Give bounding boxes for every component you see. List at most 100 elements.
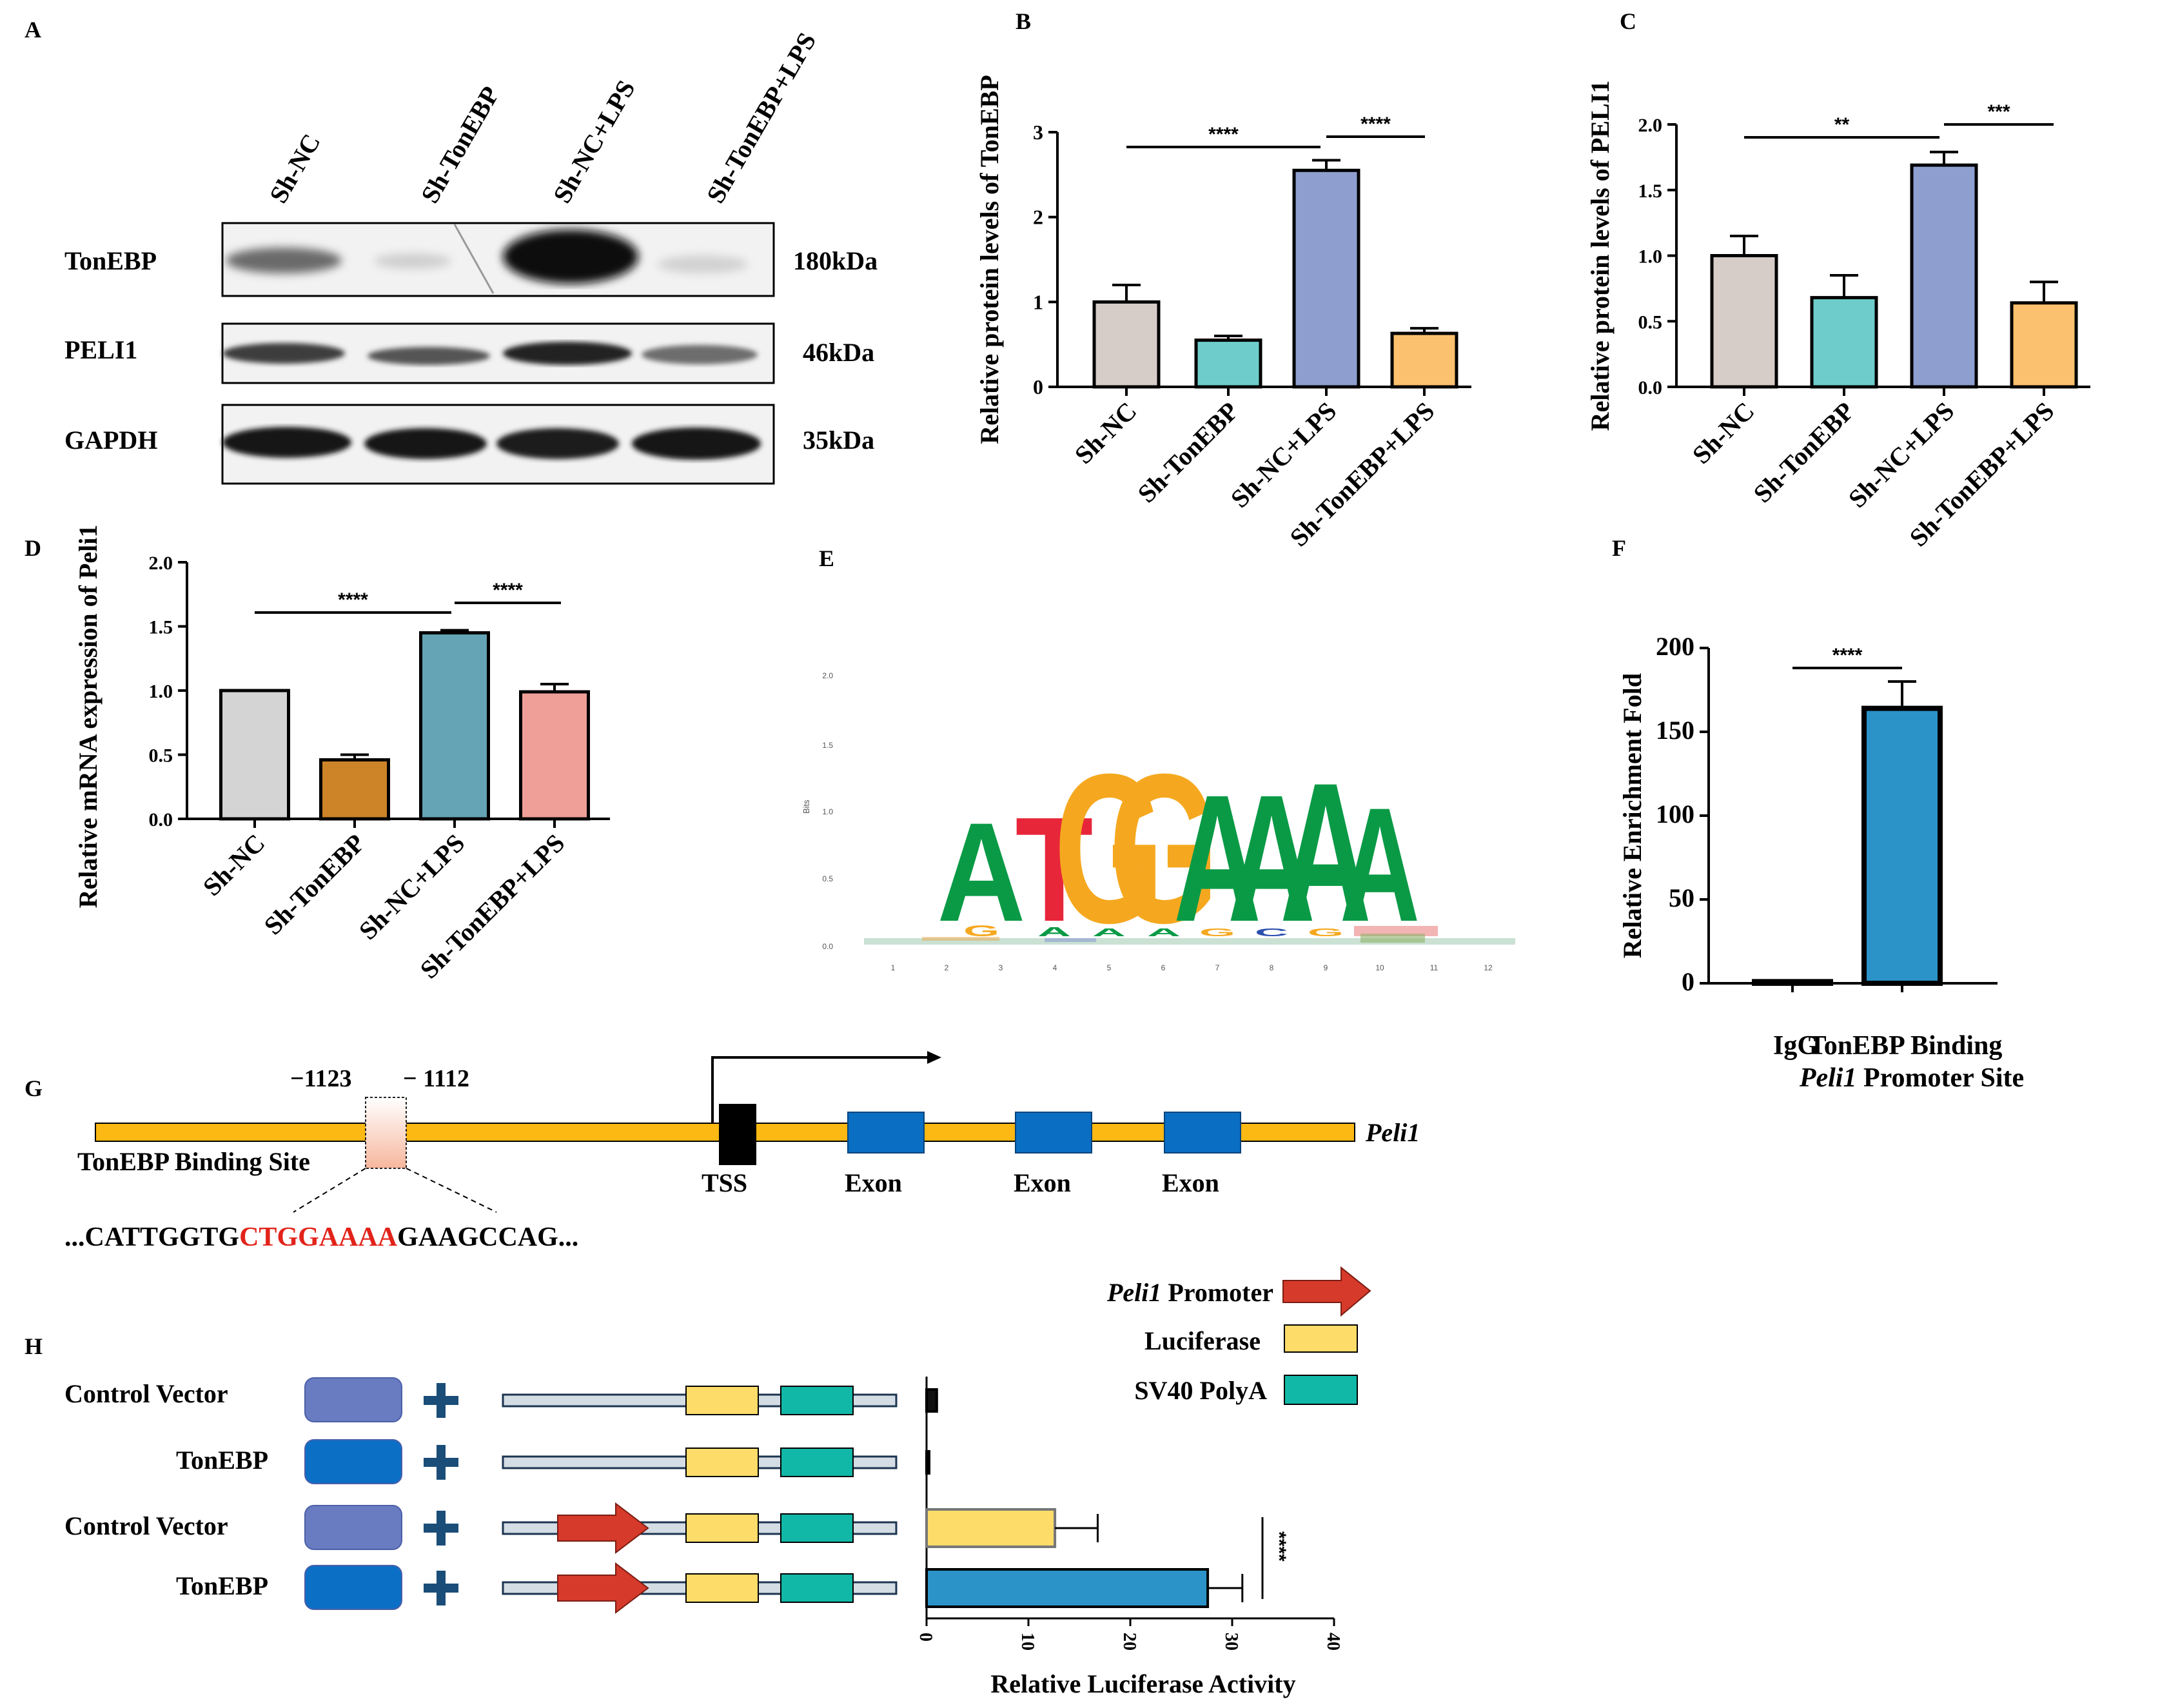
svg-text:1: 1	[891, 963, 896, 972]
y-tick-label: 150	[1656, 716, 1694, 745]
x-tick-label: Sh-TonEBP	[1748, 397, 1860, 509]
legend-polya-label: SV40 PolyA	[1134, 1376, 1267, 1405]
svg-text:3: 3	[999, 963, 1003, 972]
significance-label: ****	[1268, 1531, 1290, 1562]
svg-text:G: G	[963, 923, 999, 940]
significance-label: ****	[1832, 645, 1863, 666]
exon-label: Exon	[1162, 1168, 1219, 1197]
bar	[319, 758, 390, 821]
panel-h-luciferase: H Peli1 Promoter Luciferase SV40 PolyA C…	[25, 1266, 1371, 1698]
legend-promoter-label: Peli1 Promoter	[1106, 1278, 1273, 1307]
binding-site-box	[365, 1097, 407, 1169]
lane-label: Sh-NC+LPS	[547, 75, 641, 208]
svg-text:A: A	[1173, 757, 1261, 959]
panel-h-letter: H	[25, 1333, 43, 1359]
svg-text:1.5: 1.5	[822, 741, 833, 750]
y-tick-label: 1.0	[149, 681, 173, 702]
panel-f-chart: F 0 50 100 150 200 Relative Enrichment Fold ***…	[1612, 535, 2024, 1093]
y-tick-label: 1.5	[149, 617, 173, 638]
polya-box	[780, 1386, 854, 1415]
exon-label: Exon	[1014, 1168, 1071, 1197]
bar	[1810, 296, 1878, 389]
y-tick-label: 1.5	[1638, 181, 1663, 202]
svg-text:A: A	[1037, 925, 1071, 939]
exon-box	[847, 1112, 925, 1153]
svg-text:A: A	[1340, 774, 1420, 955]
x-tick-label: 10	[1017, 1633, 1037, 1651]
x-tick-label: Sh-TonEBP	[259, 829, 371, 941]
luciferase-bar-chart: 0 10 20 30 40 Relative Luciferase Activity ***…	[916, 1377, 1343, 1698]
svg-text:T: T	[1016, 786, 1094, 953]
construct-row-label: Control Vector	[64, 1379, 228, 1408]
bar	[925, 1568, 1210, 1608]
y-tick-label: 0	[1033, 375, 1043, 398]
bar	[1910, 163, 1978, 389]
polya-swatch	[1284, 1375, 1358, 1405]
svg-text:4: 4	[1053, 963, 1057, 972]
binding-site-label: TonEBP Binding Site	[77, 1147, 310, 1176]
polya-box	[780, 1573, 854, 1603]
bar	[1194, 339, 1262, 389]
legend-luciferase-label: Luciferase	[1144, 1326, 1261, 1355]
svg-text:A: A	[1092, 926, 1126, 939]
y-tick-label: 2	[1033, 206, 1043, 229]
motif-letters: A T G G A A A A G A A A G C G	[937, 730, 1420, 967]
y-tick-label: 2.0	[1638, 115, 1663, 136]
site-start-position: −1123	[290, 1065, 352, 1092]
svg-text:G: G	[1199, 926, 1235, 939]
vector-plasmid-icon	[304, 1377, 402, 1422]
tss-label: TSS	[702, 1168, 747, 1197]
plus-icon	[424, 1383, 458, 1418]
blot-row-label: PELI1	[64, 335, 137, 364]
svg-text:11: 11	[1430, 963, 1438, 972]
bar	[925, 1388, 938, 1413]
panel-c-chart: C 0.0 0.5 1.0 1.5 2.0 Relative protein levels …	[1586, 8, 2090, 552]
blot-gapdh	[221, 404, 775, 485]
blot-size-label: 46kDa	[803, 338, 874, 367]
bar	[1292, 168, 1360, 389]
y-tick-label: 50	[1669, 883, 1694, 912]
plus-icon	[424, 1445, 458, 1480]
y-tick-label: 1	[1033, 290, 1043, 313]
panel-letter: B	[1016, 8, 1031, 34]
panel-g-promoter-map: G −1123 − 1112 Peli1 TonEBP Binding Site…	[25, 1051, 1420, 1252]
svg-text:7: 7	[1215, 963, 1220, 972]
panel-a-western-blot: A Sh-NC Sh-TonEBP Sh-NC+LPS Sh-TonEBP+LP…	[25, 17, 878, 485]
lane-label: Sh-TonEBP+LPS	[701, 28, 821, 208]
binding-sequence: ...CATTGGTGCTGGAAAAGAAGCCAG...	[64, 1222, 578, 1252]
x-tick-label: 40	[1323, 1633, 1343, 1651]
x-tick-label: Sh-NC	[1687, 397, 1760, 470]
panel-letter: F	[1612, 535, 1626, 561]
promoter-arrow-icon	[1282, 1266, 1371, 1317]
promoter-arrow-icon	[557, 1502, 649, 1555]
tonebp-plasmid-icon	[304, 1565, 402, 1610]
exon-box	[1015, 1112, 1092, 1153]
significance-label: **	[1834, 114, 1850, 135]
site-end-position: − 1112	[403, 1065, 469, 1092]
tonebp-plasmid-icon	[304, 1439, 402, 1484]
svg-text:0.0: 0.0	[822, 942, 833, 951]
blot-size-label: 180kDa	[793, 246, 878, 275]
blot-row-label: GAPDH	[64, 426, 157, 455]
svg-text:G: G	[1308, 926, 1344, 939]
y-tick-label: 0.5	[1638, 311, 1663, 333]
blot-peli1	[221, 322, 775, 384]
panel-letter: D	[25, 535, 41, 561]
y-axis-label: Relative Enrichment Fold	[1618, 673, 1647, 958]
gene-name: Peli1	[1365, 1118, 1420, 1147]
construct-diagrams	[304, 1377, 898, 1615]
panel-e-letter: E	[819, 545, 834, 571]
svg-text:5: 5	[1107, 963, 1112, 972]
x-axis-label: Relative Luciferase Activity	[990, 1669, 1295, 1698]
blot-tonebp	[221, 222, 775, 297]
y-tick-label: 2.0	[149, 553, 173, 574]
svg-text:12: 12	[1484, 963, 1493, 972]
x-tick-label: IgG	[1773, 1031, 1818, 1061]
construct-row-label: TonEBP	[176, 1446, 268, 1475]
lane-label: Sh-TonEBP	[415, 81, 505, 208]
panel-d-chart: D 0.0 0.5 1.0 1.5 2.0 Relative mRNA expression…	[25, 525, 610, 984]
luciferase-swatch	[1284, 1324, 1358, 1353]
exon-label: Exon	[845, 1168, 902, 1197]
